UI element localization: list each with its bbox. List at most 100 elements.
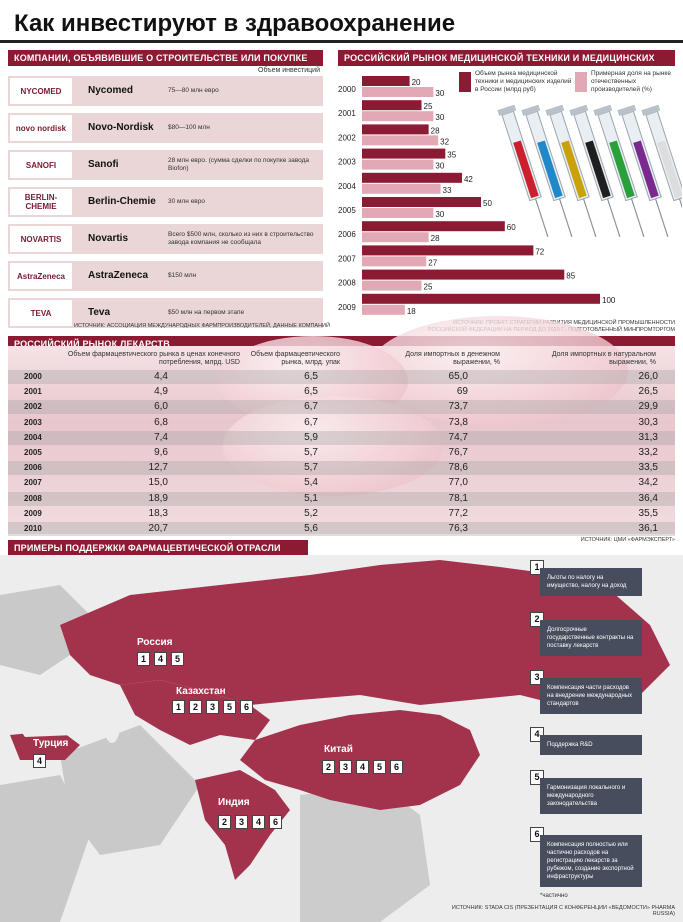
bar-share-value: 30 xyxy=(435,162,444,171)
page-title: Как инвестируют в здравоохранение xyxy=(14,10,456,37)
col-header-import-money: Доля импортных в денежном выражении, % xyxy=(405,351,500,366)
measure-number-badge: 5 xyxy=(171,652,184,666)
bar-volume-value: 42 xyxy=(464,175,473,184)
drug-row-year: 2003 xyxy=(24,417,42,427)
drug-row-year: 2010 xyxy=(24,524,42,533)
company-logo: AstraZeneca xyxy=(10,263,72,289)
company-name: Novartis xyxy=(88,233,129,244)
company-row: NYCOMED Nycomed 75—80 млн евро xyxy=(8,76,323,106)
drug-table-cell: 78,6 xyxy=(448,462,468,474)
drug-table-cell: 6,0 xyxy=(154,401,168,413)
drug-table-cell: 33,2 xyxy=(638,447,658,458)
syringe-icon xyxy=(593,105,645,237)
drug-table-cell: 5,4 xyxy=(304,477,318,489)
pill-image xyxy=(368,316,628,426)
syringes-illustration xyxy=(497,105,682,237)
measure-number-badge: 6 xyxy=(269,815,282,829)
measure-number-badge: 6 xyxy=(390,760,403,774)
year-tick-label: 2007 xyxy=(338,254,356,263)
drug-table-cell: 18,3 xyxy=(148,507,168,519)
year-tick-label: 2004 xyxy=(338,182,356,191)
syringe-icon xyxy=(545,105,597,237)
measure-description: Льготы по налогу на имущество, налогу на… xyxy=(540,568,642,596)
bar-share xyxy=(362,304,405,315)
bar-share xyxy=(362,111,434,122)
measure-number-badge: 2 xyxy=(189,700,202,714)
measure-description: Гармонизация локального и международного… xyxy=(540,778,642,814)
land-southeast-asia xyxy=(300,785,430,922)
company-row: novo nordisk Novo-Nordisk $80—100 млн xyxy=(8,113,323,143)
drug-table-cell: 69 xyxy=(456,386,468,398)
year-tick-label: 2000 xyxy=(338,85,356,94)
bar-share xyxy=(362,208,434,218)
measure-number-badge: 3 xyxy=(235,815,248,829)
syringe-icon xyxy=(569,105,621,237)
caspian-sea xyxy=(104,707,120,743)
drug-row-year: 2001 xyxy=(24,387,42,397)
legend-volume-label: Объем рынка медицинской техники и медици… xyxy=(475,70,572,93)
bar-volume xyxy=(362,293,600,304)
drug-row-year: 2004 xyxy=(24,432,42,442)
legend-volume-swatch xyxy=(459,72,471,92)
drug-table-cell: 78,1 xyxy=(448,492,468,504)
support-source: ИСТОЧНИК: STADA CIS (ПРЕЗЕНТАЦИЯ С КОНФЕ… xyxy=(451,905,675,917)
bar-share xyxy=(362,232,429,243)
bar-share-value: 30 xyxy=(435,89,444,98)
col-header-import-units: Доля импортных в натуральном выражении, … xyxy=(551,351,656,366)
drug-table-row: 2006 12,7 5,7 78,6 33,5 xyxy=(8,461,675,476)
drug-table-cell: 76,3 xyxy=(448,523,468,534)
measure-description: Поддержка R&D xyxy=(540,735,642,755)
country-label-russia: Россия xyxy=(137,637,173,648)
drug-table-cell: 33,5 xyxy=(638,462,658,474)
bar-share-value: 28 xyxy=(431,234,440,243)
bar-volume xyxy=(362,124,429,135)
bar-share-value: 33 xyxy=(443,186,452,195)
drug-row-year: 2008 xyxy=(24,493,42,503)
drug-table-cell: 5,7 xyxy=(304,462,318,474)
year-tick-label: 2003 xyxy=(338,158,356,167)
company-name: Novo-Nordisk xyxy=(88,122,154,133)
bar-volume-value: 35 xyxy=(447,151,456,160)
drug-table-cell: 5,7 xyxy=(304,447,318,458)
companies-source: ИСТОЧНИК: АССОЦИАЦИЯ МЕЖДУНАРОДНЫХ ФАРМП… xyxy=(74,323,330,329)
companies-units: Объем инвестиций xyxy=(258,67,321,74)
bar-volume xyxy=(362,197,481,207)
drug-table-row: 2010 20,7 5,6 76,3 36,1 xyxy=(8,522,675,536)
drug-table-cell: 5,1 xyxy=(304,492,318,504)
eurasia-map xyxy=(0,560,670,922)
drug-table-cell: 7,4 xyxy=(154,431,168,443)
bar-volume xyxy=(362,221,505,232)
measure-description: Компенсация полностью или частично расхо… xyxy=(540,835,642,887)
black-sea xyxy=(20,725,75,737)
title-rule xyxy=(0,40,683,43)
bar-volume-value: 50 xyxy=(483,199,492,208)
drug-table-cell: 74,7 xyxy=(448,431,468,443)
company-investment: 30 млн евро xyxy=(168,198,205,205)
med-market-header: РОССИЙСКИЙ РЫНОК МЕДИЦИНСКОЙ ТЕХНИКИ И М… xyxy=(338,50,675,79)
drug-table-row: 2001 4,9 6,5 69 26,5 xyxy=(8,385,675,399)
drug-table-row: 2005 9,6 5,7 76,7 33,2 xyxy=(8,446,675,460)
drug-table-cell: 6,7 xyxy=(304,401,318,413)
year-tick-label: 2009 xyxy=(338,303,356,312)
bar-share xyxy=(362,87,434,97)
drug-table-cell: 36,1 xyxy=(638,523,658,534)
measure-description: Долгосрочные государственные контракты н… xyxy=(540,620,642,656)
bar-volume xyxy=(362,100,422,111)
bar-share-value: 18 xyxy=(407,307,416,316)
drug-table-row: 2000 4,4 6,5 65,0 26,0 xyxy=(8,370,675,384)
drug-table-cell: 73,7 xyxy=(448,401,468,413)
country-label-kazakhstan: Казахстан xyxy=(176,686,226,697)
syringe-icon xyxy=(521,105,573,237)
drug-row-year: 2000 xyxy=(24,372,42,381)
bar-share-value: 27 xyxy=(428,258,437,267)
measure-description: Компенсация части расходов на внедрение … xyxy=(540,678,642,714)
region-russia xyxy=(60,560,670,705)
drug-table-cell: 5,2 xyxy=(304,507,318,519)
measure-number-badge: 3 xyxy=(339,760,352,774)
bar-volume-value: 72 xyxy=(535,247,544,256)
company-row: TEVA Teva $50 млн на первом этапе xyxy=(8,298,323,328)
measure-number-badge: 2 xyxy=(322,760,335,774)
drug-row-year: 2007 xyxy=(24,478,42,488)
bar-volume xyxy=(362,245,534,256)
company-logo: TEVA xyxy=(10,300,72,326)
